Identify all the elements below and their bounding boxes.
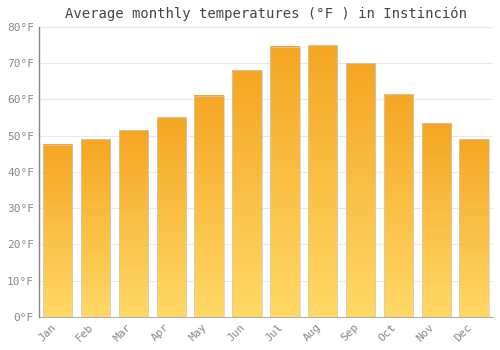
Bar <box>384 94 413 317</box>
Bar <box>194 96 224 317</box>
Bar <box>422 123 451 317</box>
Bar <box>156 117 186 317</box>
Bar <box>43 145 72 317</box>
Bar <box>346 63 376 317</box>
Bar <box>460 139 489 317</box>
Bar <box>232 70 262 317</box>
Bar <box>270 47 300 317</box>
Title: Average monthly temperatures (°F ) in Instinción: Average monthly temperatures (°F ) in In… <box>65 7 467 21</box>
Bar <box>118 130 148 317</box>
Bar <box>308 45 338 317</box>
Bar <box>81 139 110 317</box>
